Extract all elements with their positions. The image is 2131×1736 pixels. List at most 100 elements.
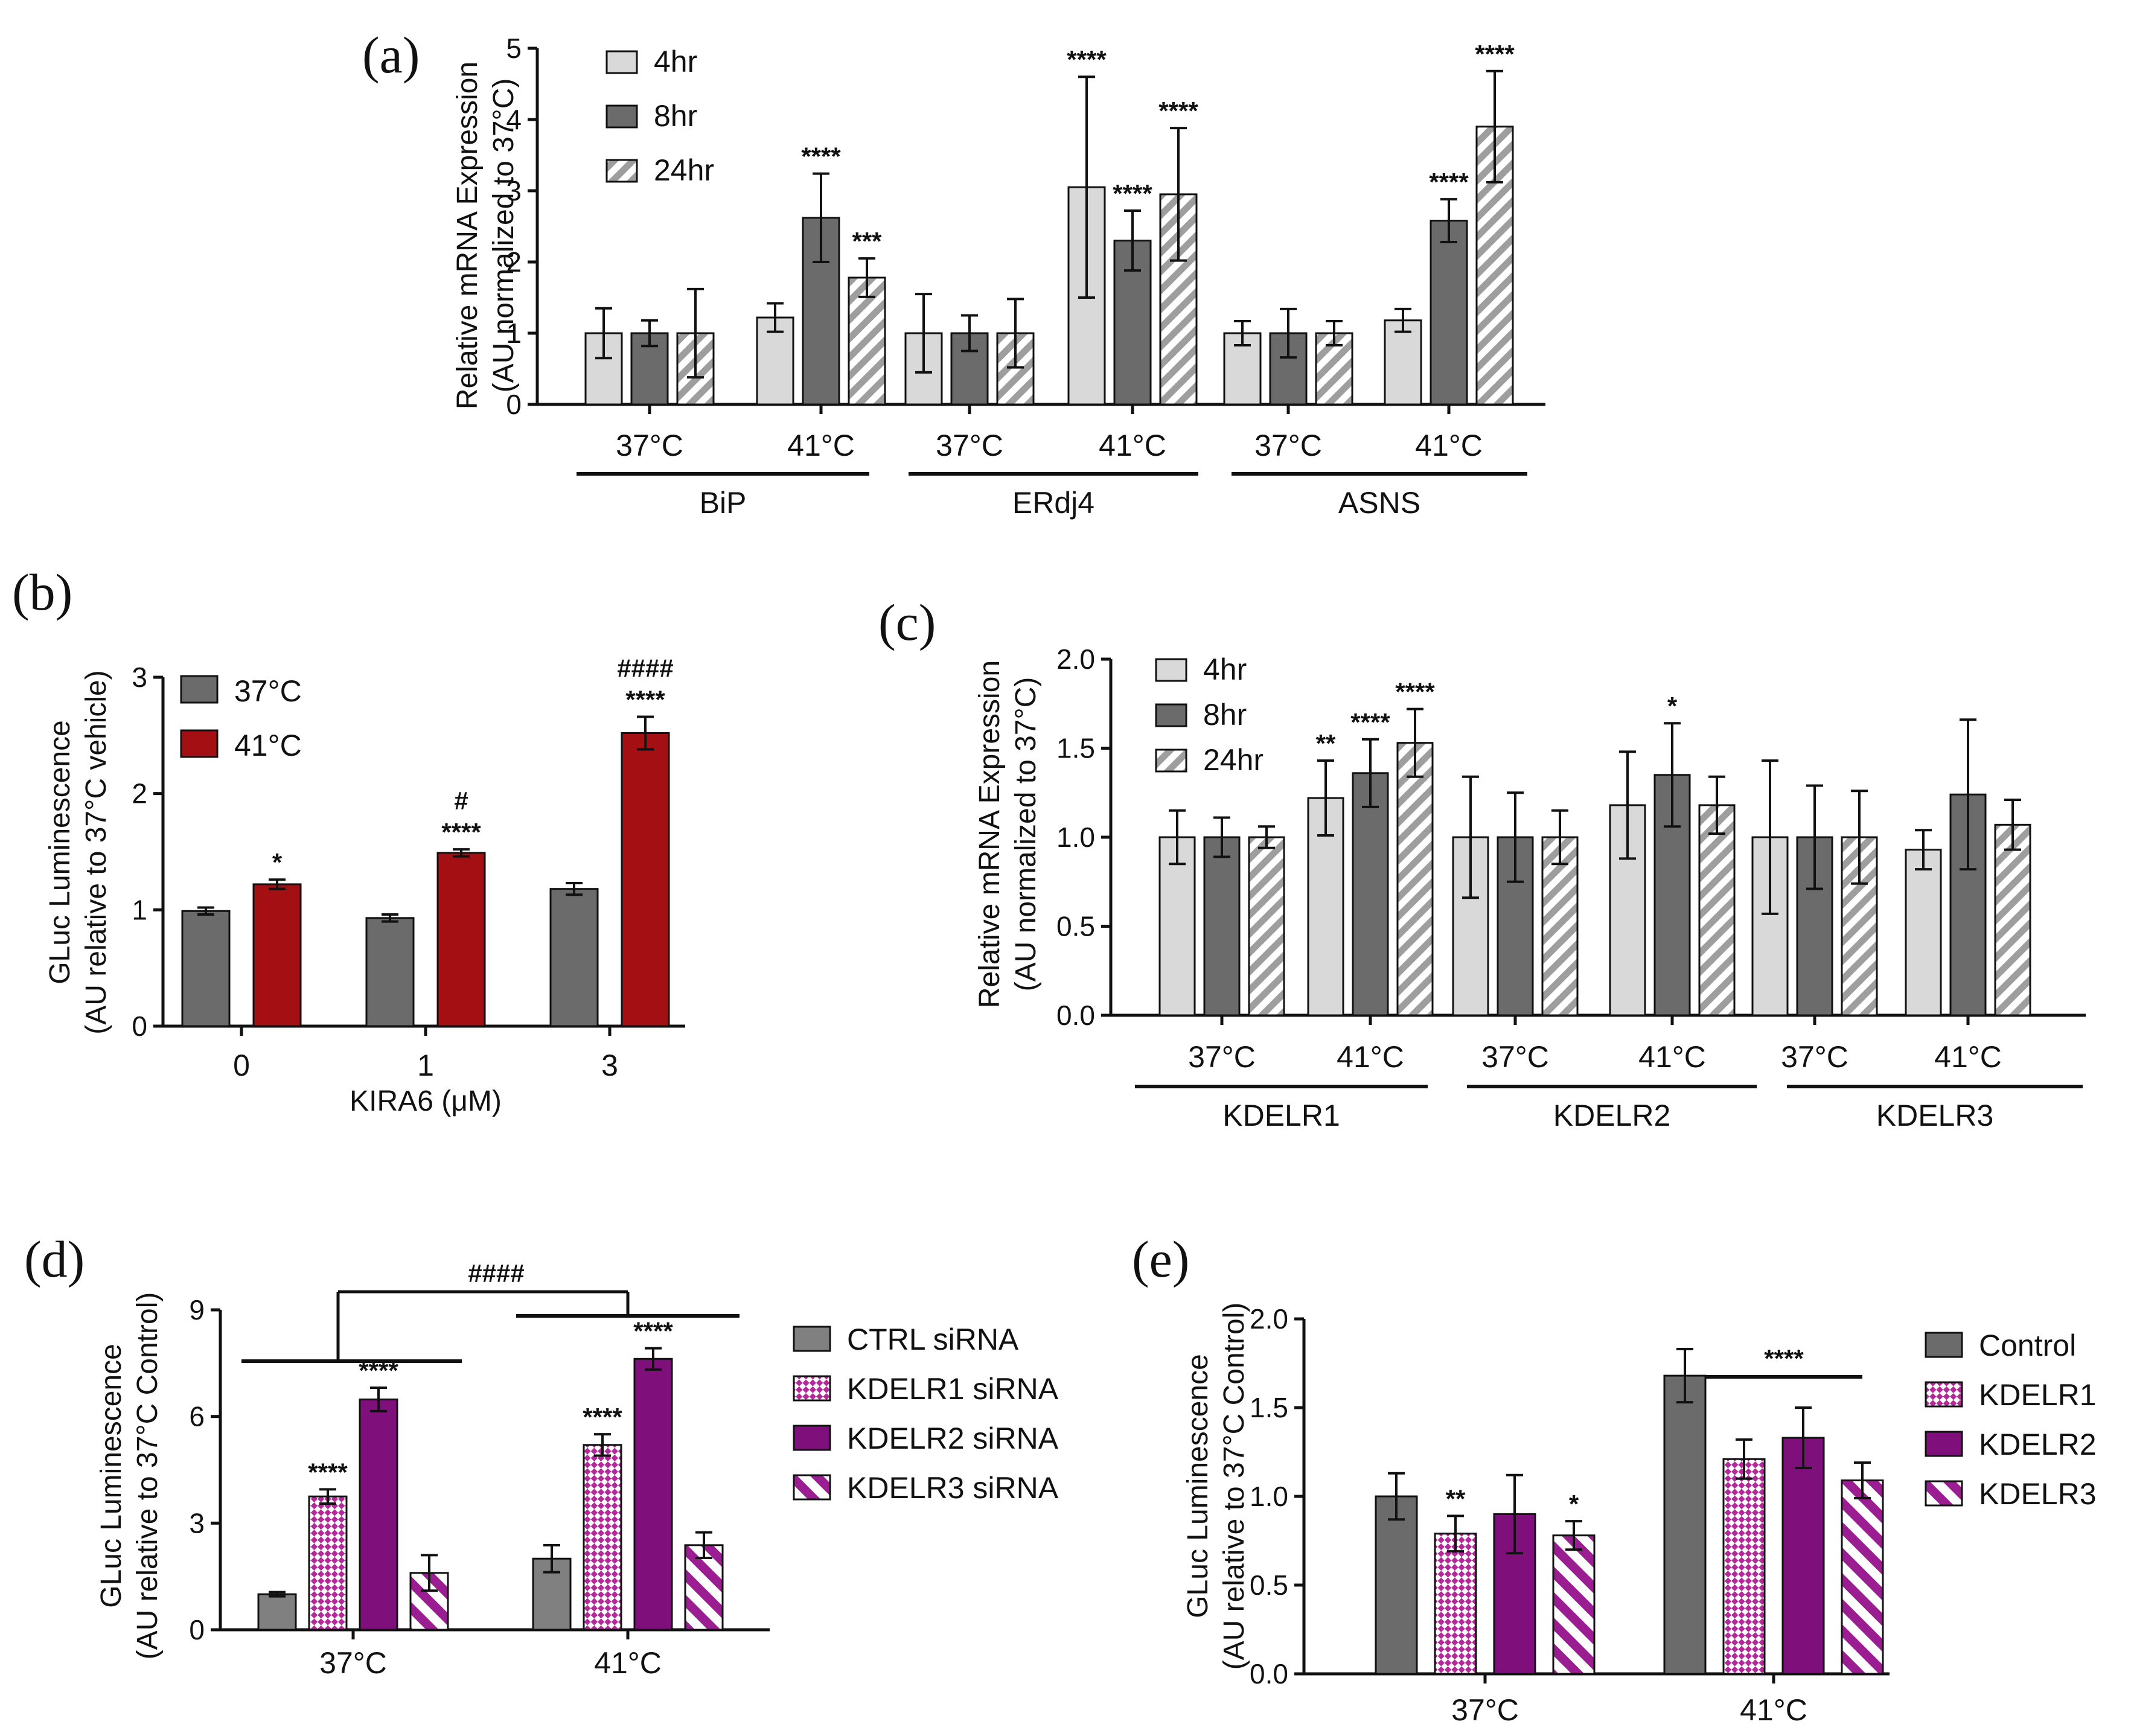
sig2-label-b: #### [617,654,673,683]
bar-c [1352,772,1389,1016]
bar-b [549,888,599,1027]
bar-c [1203,836,1241,1016]
legend-label-a: 8hr [654,99,697,133]
y-tick-label-c: 2.0 [1056,643,1095,675]
legend-swatch-d [793,1326,831,1352]
bar-e [1841,1479,1884,1675]
y-tick-label-e: 2.0 [1250,1303,1288,1335]
ylabel-b-line1: GLuc Luminescence [44,720,76,984]
y-tick-label-c: 0.5 [1056,911,1095,942]
category-label-a: 37°C [1254,429,1322,462]
legend-label-e: KDELR1 [1979,1378,2097,1412]
sig-label-d: **** [308,1458,348,1486]
sig-label-a: **** [1113,179,1152,208]
legend-swatch-c [1155,703,1187,727]
group-label-a: ASNS [1338,486,1420,520]
category-label-e: 41°C [1740,1693,1807,1727]
bar-e [1434,1533,1477,1675]
y-tick-label-d: 9 [189,1294,205,1326]
ylabel-c: Relative mRNA Expression (AU normalized … [974,660,1042,1008]
y-tick-label-d: 3 [189,1507,205,1539]
y-tick-label-e: 0.0 [1250,1658,1288,1690]
category-label-a: 41°C [787,429,855,462]
bar-e [1722,1458,1766,1675]
category-label-a: 37°C [616,429,683,462]
legend-swatch-e [1925,1381,1963,1408]
xlabel-b: KIRA6 (μM) [350,1085,502,1117]
ylabel-d: GLuc Luminescence (AU relative to 37°C C… [95,1292,164,1660]
y-tick-label-a: 1 [506,318,522,349]
category-label-a: 41°C [1099,429,1166,462]
legend-swatch-a [605,50,638,74]
legend-label-a: 4hr [654,45,697,78]
sig-label-c: * [1667,692,1678,720]
group-label-a: BiP [700,486,747,520]
bar-c [1698,804,1736,1016]
ylabel-c-line1: Relative mRNA Expression [974,660,1006,1008]
sig-label-e: * [1569,1490,1579,1518]
legend-label-d: KDELR1 siRNA [847,1372,1059,1406]
bar-a [1430,220,1468,406]
sig-label-a: **** [1067,45,1107,74]
category-label-c: 41°C [1337,1040,1404,1074]
y-tick-label-c: 0.0 [1056,1000,1095,1031]
legend-swatch-a [605,159,638,183]
category-label-c: 41°C [1934,1040,2002,1074]
y-tick-label-d: 0 [189,1614,205,1645]
sig-label-b: **** [625,686,665,714]
bar-e [1663,1374,1707,1675]
bar-a [1384,319,1422,406]
legend-swatch-b [180,729,219,758]
bar-c [1248,836,1285,1016]
bar-b [621,732,670,1027]
legend-label-a: 24hr [654,153,714,187]
category-label-c: 37°C [1188,1040,1256,1074]
legend-label-d: KDELR2 siRNA [847,1422,1059,1455]
ylabel-c-line2: (AU normalized to 37°C) [1010,677,1042,992]
legend-swatch-c [1155,658,1187,682]
ylabel-b-line2: (AU relative to 37°C vehicle) [80,670,112,1034]
legend-swatch-d [793,1425,831,1451]
ylabel-d-line2: (AU relative to 37°C Control) [132,1292,164,1660]
group-label-c: KDELR2 [1553,1099,1671,1132]
y-tick-label-b: 1 [132,894,147,925]
y-tick-label-e: 1.0 [1250,1481,1288,1512]
group-label-c: KDELR3 [1876,1099,1994,1132]
bracket-sig-d: #### [468,1259,524,1288]
bar-e [1781,1437,1825,1675]
panel-c: (c) Relative mRNA Expression (AU normali… [878,593,2086,1132]
panel-label-d: (d) [24,1230,85,1288]
legend-label-b: 41°C [234,729,302,762]
bar-d [257,1593,297,1631]
sig-label-b: **** [441,818,481,846]
y-tick-label-b: 2 [132,778,147,809]
category-label-d: 37°C [319,1646,387,1680]
bar-e [1375,1495,1418,1675]
category-label-c: 41°C [1638,1040,1706,1074]
legend-label-e: KDELR3 [1979,1477,2097,1511]
bar-c [1905,849,1942,1016]
legend-swatch-a [605,104,638,129]
ylabel-b: GLuc Luminescence (AU relative to 37°C v… [44,670,112,1034]
group-label-a: ERdj4 [1012,486,1094,520]
panel-label-a: (a) [362,26,420,84]
sig-label-c: **** [1395,678,1435,706]
y-tick-label-b: 3 [132,662,147,693]
bar-d [684,1544,724,1631]
legend-label-c: 8hr [1203,698,1247,732]
legend-label-b: 37°C [234,674,302,708]
bar-b [252,883,302,1027]
bar-a [996,332,1035,406]
sig-label-e: ** [1446,1484,1466,1513]
y-tick-label-a: 4 [506,104,522,135]
bar-b [365,917,415,1027]
group-label-c: KDELR1 [1222,1099,1340,1132]
y-tick-label-a: 2 [506,246,522,278]
panel-label-c: (c) [878,593,936,651]
bar-d [583,1444,622,1631]
sig-label-a: **** [801,142,841,171]
y-tick-label-b: 0 [132,1010,147,1042]
y-tick-label-c: 1.5 [1056,733,1095,764]
sig-label-a: **** [1158,97,1198,125]
category-label-d: 41°C [594,1646,662,1680]
